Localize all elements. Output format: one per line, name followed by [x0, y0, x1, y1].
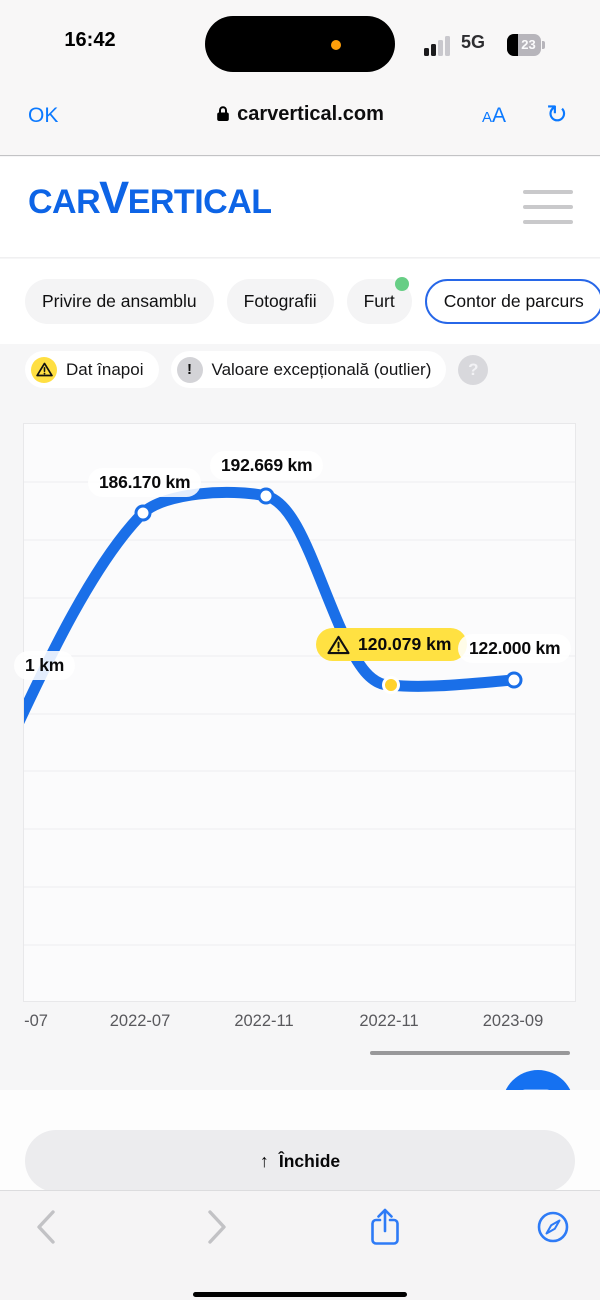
network-type-label: 5G	[461, 32, 486, 52]
chevron-left-icon	[37, 1210, 55, 1244]
chart-legend: Dat înapoi ! Valoare excepțională (outli…	[25, 351, 489, 388]
up-arrow-icon: ↑	[259, 1150, 269, 1171]
gridlines	[24, 481, 575, 946]
legend-label: Valoare excepțională (outlier)	[211, 359, 432, 379]
back-button[interactable]	[16, 1197, 76, 1257]
signal-strength-icon	[424, 36, 454, 56]
warning-triangle-icon	[31, 356, 57, 383]
point-label-1km: 1 km	[14, 651, 76, 680]
close-label: Închide	[278, 1150, 341, 1171]
point-label-186170: 186.170 km	[88, 468, 202, 497]
share-button[interactable]	[355, 1197, 415, 1257]
tab-bar: Privire de ansamblu Fotografii Furt Cont…	[0, 259, 600, 344]
warning-triangle-icon	[327, 635, 350, 654]
data-point-186170[interactable]	[134, 504, 152, 522]
url-text: carvertical.com	[237, 103, 384, 125]
x-tick-1: 2022-07	[109, 1012, 171, 1030]
point-label-192669: 192.669 km	[210, 451, 324, 480]
tab-contor-de-parcurs[interactable]: Contor de parcurs	[424, 279, 600, 324]
x-tick-0: -07	[24, 1012, 48, 1030]
battery-percent: 23	[521, 37, 536, 52]
footer-band: ↑ Închide	[0, 1090, 600, 1192]
carvertical-logo[interactable]: CAR V ERTICAL	[28, 172, 272, 223]
outlier-label: 120.079 km	[316, 628, 468, 661]
chart-scrollbar[interactable]	[370, 1051, 570, 1055]
x-tick-4: 2023-09	[482, 1012, 544, 1030]
browser-chrome-top: 16:42 5G 23 OK carvertical.com AA ↻	[0, 0, 600, 156]
tab-privire-de-ansamblu[interactable]: Privire de ansamblu	[25, 279, 214, 324]
text-size-button[interactable]: AA	[482, 104, 507, 127]
status-time: 16:42	[64, 29, 116, 51]
done-button[interactable]: OK	[28, 104, 59, 127]
chevron-right-icon	[208, 1210, 226, 1244]
hamburger-icon	[523, 190, 573, 194]
mileage-line	[24, 486, 520, 725]
reload-icon: ↻	[546, 99, 568, 129]
tab-fotografii[interactable]: Fotografii	[226, 279, 334, 324]
x-tick-2: 2022-11	[234, 1012, 294, 1030]
legend-item-rollback: Dat înapoi	[25, 351, 159, 388]
tab-furt[interactable]: Furt	[346, 277, 412, 324]
x-tick-3: 2022-11	[359, 1012, 419, 1030]
home-indicator[interactable]	[193, 1292, 407, 1297]
forward-button[interactable]	[187, 1197, 247, 1257]
lock-icon	[217, 106, 229, 121]
status-dot	[394, 277, 409, 291]
share-icon	[371, 1208, 399, 1245]
exclamation-icon: !	[176, 356, 203, 383]
question-icon: ?	[468, 359, 479, 379]
open-in-safari-button[interactable]	[523, 1197, 583, 1257]
mileage-chart-panel[interactable]	[23, 423, 576, 1002]
legend-label: Dat înapoi	[66, 359, 144, 379]
site-header: CAR V ERTICAL	[0, 157, 600, 258]
legend-item-outlier: ! Valoare excepțională (outlier)	[170, 351, 447, 388]
battery-cap	[542, 41, 545, 49]
browser-toolbar	[0, 1190, 600, 1300]
menu-button[interactable]	[523, 190, 573, 226]
data-point-192669[interactable]	[257, 487, 275, 505]
mic-indicator-dot	[331, 40, 341, 50]
address-bar[interactable]: carvertical.com	[0, 103, 600, 126]
data-point-122000[interactable]	[505, 671, 523, 689]
data-point-120079-outlier[interactable]	[382, 676, 400, 694]
reload-button[interactable]: ↻	[546, 99, 568, 130]
battery-icon: 23	[507, 34, 541, 56]
dynamic-island	[205, 16, 395, 72]
compass-icon	[537, 1211, 569, 1243]
mileage-chart	[24, 481, 575, 946]
help-button[interactable]: ?	[458, 354, 489, 385]
point-label-122000: 122.000 km	[458, 634, 572, 663]
x-axis: -07 2022-07 2022-11 2022-11 2023-09	[0, 1012, 600, 1038]
close-button[interactable]: ↑ Închide	[25, 1130, 575, 1192]
